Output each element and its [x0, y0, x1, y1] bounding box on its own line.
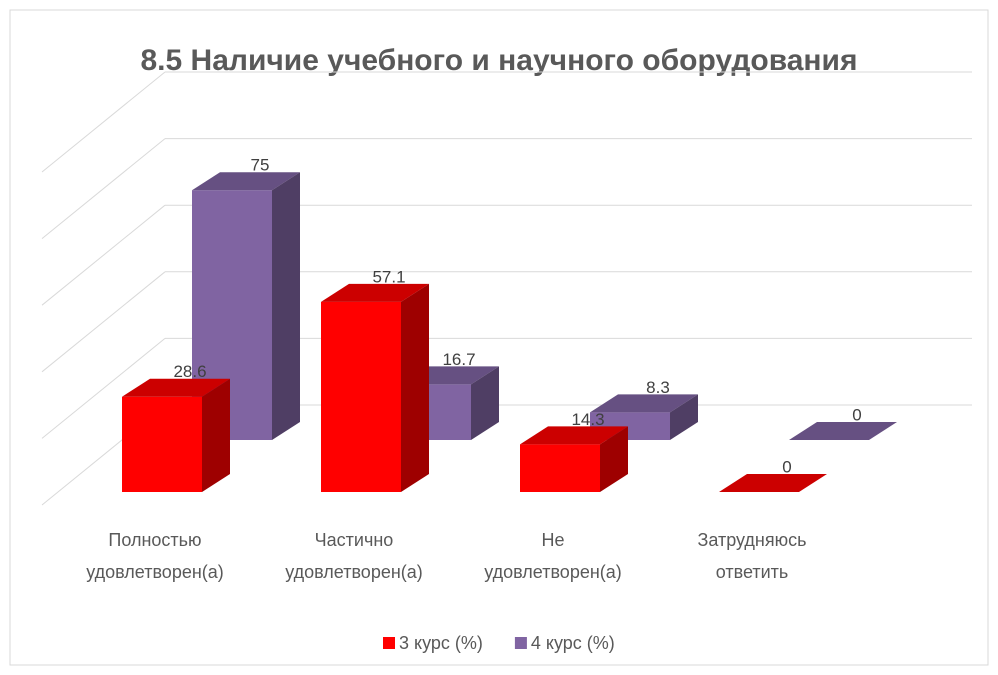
bar-top [321, 283, 429, 302]
chart-border [9, 9, 989, 666]
bar-top [122, 378, 230, 397]
value-label: 28.6 [173, 362, 206, 381]
bar-top [520, 426, 628, 445]
bar-front [122, 396, 202, 492]
bar-side [670, 394, 698, 440]
legend-label: 4 курс (%) [531, 633, 615, 653]
bar-top [789, 422, 897, 440]
value-label: 75 [251, 156, 270, 175]
value-label: 14.3 [571, 410, 604, 429]
bar-side [600, 426, 628, 492]
legend-label: 3 курс (%) [399, 633, 483, 653]
bar-side [401, 283, 429, 492]
bar-side [471, 366, 499, 440]
grid-line [41, 271, 166, 373]
legend-swatch [383, 637, 395, 649]
x-tick-label: Частично удовлетворен(а) [285, 530, 423, 582]
grid-line [41, 138, 166, 239]
grid-line [41, 338, 166, 439]
grid-line [41, 71, 166, 173]
value-label: 0 [852, 405, 861, 424]
value-label: 0 [782, 457, 791, 476]
bar-front [321, 301, 401, 492]
grid-line [41, 204, 166, 306]
value-label: 16.7 [442, 350, 475, 369]
x-tick-label: Полностью удовлетворен(а) [86, 530, 224, 582]
value-label: 8.3 [646, 378, 670, 397]
x-tick-label: Не удовлетворен(а) [484, 530, 622, 582]
bar-side [272, 172, 300, 440]
bar-front [520, 444, 600, 492]
bar-side [202, 378, 230, 492]
legend-swatch [514, 637, 527, 649]
value-label: 57.1 [372, 267, 405, 286]
bar-top [192, 172, 300, 191]
x-tick-label: Затрудняюсь ответить [697, 530, 807, 582]
chart-title: 8.5 Наличие учебного и научного оборудов… [141, 44, 858, 77]
bar-top [590, 394, 698, 413]
bar-top [719, 474, 827, 492]
